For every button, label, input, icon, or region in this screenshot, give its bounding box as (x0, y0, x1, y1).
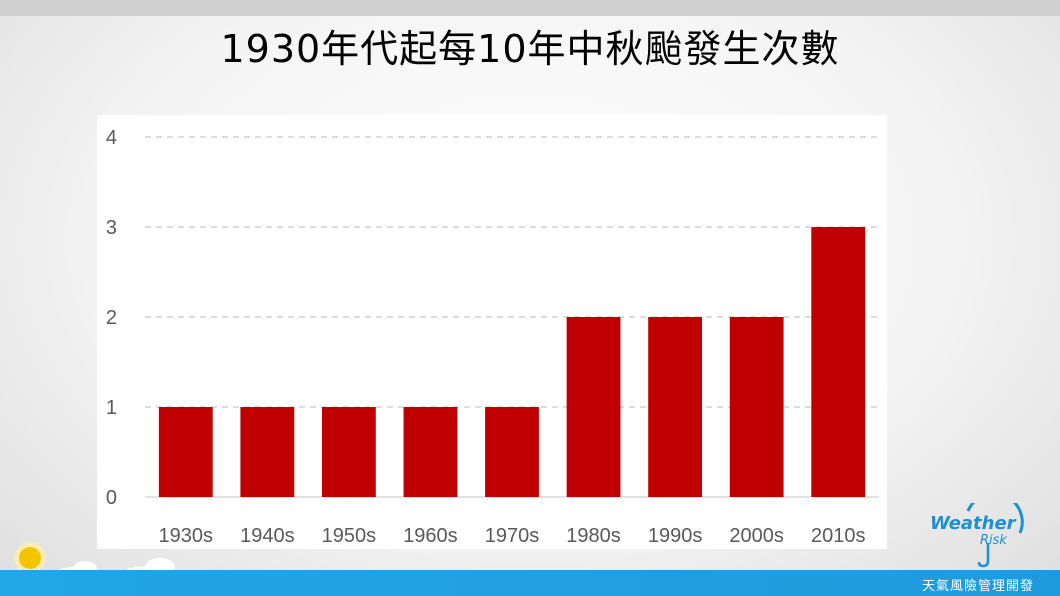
bar-1990s (648, 317, 703, 497)
chart-panel: 0 1 2 3 4 1930s 1940s 1950s 1960s 1970s 1980s 1990s… (97, 115, 887, 549)
x-tick-label: 1990s (648, 525, 703, 547)
weather-risk-logo: Weather Risk (928, 503, 1028, 569)
bar-1930s (158, 407, 213, 497)
bar-1940s (240, 407, 295, 497)
bar-1960s (403, 407, 458, 497)
bar-2000s (729, 317, 784, 497)
bar-1980s (566, 317, 621, 497)
y-tick-label: 2 (106, 307, 117, 329)
bar-2010s (811, 227, 866, 497)
footer-text: 天氣風險管理開發 (921, 579, 1034, 594)
y-tick-label: 0 (106, 487, 117, 509)
logo-word-weather: Weather (930, 513, 1016, 534)
top-band (0, 0, 1060, 16)
umbrella-icon (966, 503, 1024, 568)
x-tick-label: 1940s (240, 525, 294, 547)
x-tick-label: 2000s (729, 525, 784, 547)
bar-1970s (485, 407, 539, 497)
page-title: 1930年代起每10年中秋颱發生次數 (220, 27, 840, 71)
x-tick-label: 1930s (159, 525, 214, 547)
y-tick-label: 4 (106, 127, 117, 149)
x-tick-label: 1980s (566, 525, 621, 547)
x-tick-label: 1970s (485, 525, 540, 547)
bar-1950s (321, 407, 376, 497)
y-tick-label: 1 (106, 397, 117, 419)
footer-band (0, 570, 1060, 596)
x-tick-label: 1950s (322, 525, 377, 547)
x-tick-label: 2010s (811, 525, 866, 547)
logo-word-risk: Risk (980, 533, 1007, 548)
y-tick-label: 3 (106, 217, 117, 239)
sun-icon (14, 542, 46, 574)
bar-chart: 0 1 2 3 4 1930s 1940s 1950s 1960s 1970s 1980s 1990s… (106, 127, 879, 547)
x-tick-label: 1960s (403, 525, 458, 547)
